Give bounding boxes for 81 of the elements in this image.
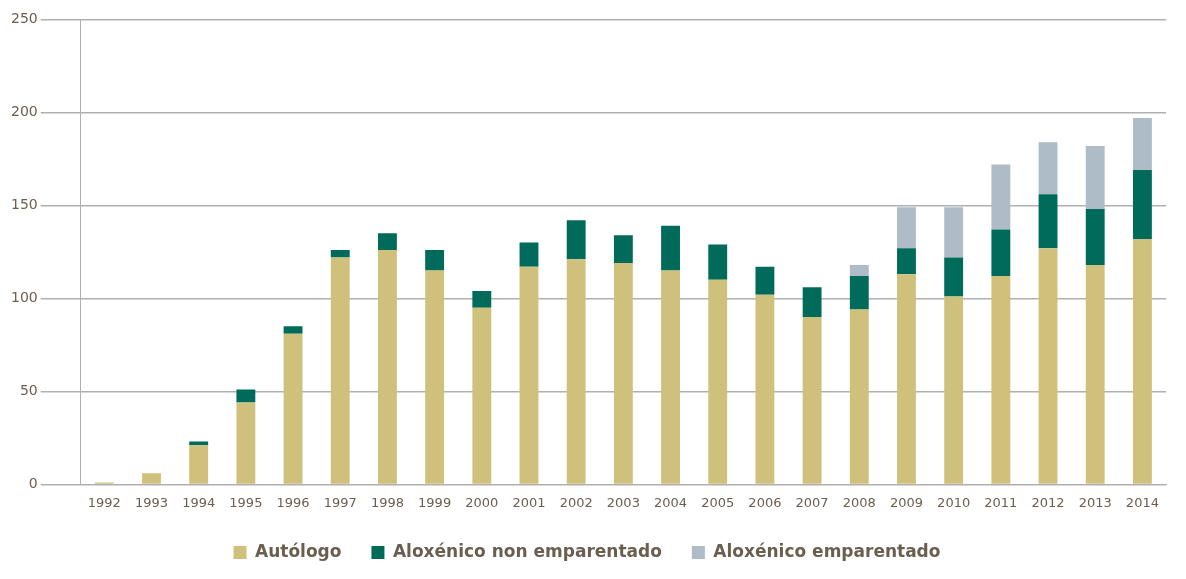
- bar: [425, 250, 445, 271]
- bar: [236, 389, 256, 403]
- bar: [991, 164, 1011, 230]
- bar: [283, 326, 303, 334]
- y-tick-label: 0: [28, 475, 38, 492]
- bar: [330, 250, 350, 258]
- x-tick-label: 2012: [1031, 494, 1065, 510]
- bar: [944, 296, 964, 484]
- bar: [1132, 117, 1152, 171]
- bar: [613, 235, 633, 264]
- x-tick-label: 2007: [795, 494, 829, 510]
- y-tick-label: 150: [10, 196, 38, 213]
- bar: [802, 317, 822, 484]
- bar: [897, 207, 916, 249]
- x-tick-label: 1995: [229, 494, 263, 510]
- x-tick-label: 2005: [701, 494, 735, 510]
- bar: [897, 248, 916, 275]
- x-tick-label: 2008: [842, 494, 876, 510]
- bar: [472, 307, 492, 484]
- x-tick-label: 2010: [937, 494, 971, 510]
- bar: [708, 279, 728, 484]
- x-tick-label: 2009: [889, 494, 924, 510]
- bar: [189, 445, 209, 484]
- bar: [991, 229, 1011, 277]
- bar: [661, 225, 680, 271]
- bar: [755, 266, 775, 295]
- bar: [283, 333, 303, 484]
- x-tick-label: 1994: [182, 494, 216, 510]
- bar: [849, 309, 869, 484]
- x-tick-label: 2001: [512, 494, 546, 510]
- x-tick-label: 2013: [1078, 494, 1112, 510]
- legend-label: Aloxénico emparentado: [713, 540, 941, 561]
- bar: [377, 250, 397, 484]
- x-tick-label: 1993: [134, 494, 169, 510]
- x-tick-label: 2003: [606, 494, 640, 510]
- legend-label: Autólogo: [255, 540, 342, 561]
- x-tick-label: 2014: [1125, 494, 1159, 510]
- bar: [1038, 194, 1058, 249]
- bar: [661, 270, 680, 484]
- y-tick-label: 250: [10, 10, 38, 27]
- bar: [1085, 145, 1105, 210]
- bar: [708, 244, 728, 280]
- y-tick-label: 200: [10, 103, 38, 120]
- x-tick-label: 1992: [87, 494, 121, 510]
- bar: [897, 274, 916, 484]
- bar: [377, 233, 397, 251]
- bar: [472, 290, 492, 308]
- bar: [519, 266, 539, 484]
- x-tick-label: 2006: [748, 494, 782, 510]
- x-tick-label: 2000: [465, 494, 499, 510]
- y-tick-label: 100: [10, 289, 38, 306]
- bar: [142, 473, 161, 484]
- bar: [566, 220, 586, 260]
- x-tick-label: 1997: [323, 494, 357, 510]
- y-tick-label: 50: [19, 382, 38, 399]
- bar: [236, 402, 256, 484]
- x-tick-label: 2004: [654, 494, 688, 510]
- x-tick-label: 2011: [984, 494, 1018, 510]
- bar: [566, 259, 586, 484]
- bar: [1085, 209, 1105, 265]
- bar: [944, 207, 964, 258]
- bar: [802, 287, 822, 317]
- x-tick-label: 1996: [276, 494, 310, 510]
- x-tick-label: 1999: [418, 494, 452, 510]
- bar: [519, 242, 539, 267]
- bar: [613, 263, 633, 484]
- bar: [330, 257, 350, 484]
- bar: [1038, 142, 1058, 195]
- bar: [1132, 170, 1152, 239]
- x-tick-label: 2002: [559, 494, 593, 510]
- x-tick-label: 1998: [370, 494, 404, 510]
- bar: [944, 257, 964, 297]
- bar: [755, 294, 775, 484]
- bar: [1085, 264, 1105, 484]
- bar: [1038, 248, 1058, 484]
- bar: [425, 270, 445, 484]
- bar: [849, 276, 869, 310]
- bar: [1132, 238, 1152, 484]
- legend-label: Aloxénico non emparentado: [392, 540, 662, 561]
- bar: [991, 276, 1011, 484]
- bar: [849, 264, 869, 277]
